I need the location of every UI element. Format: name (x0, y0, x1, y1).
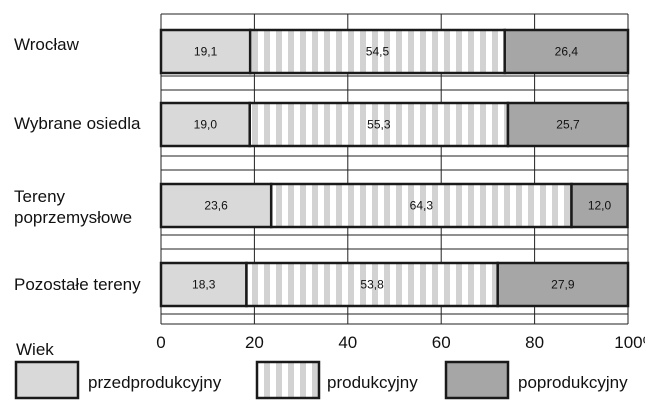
legend-entry: poprodukcyjny (518, 373, 628, 392)
bar-przedprodukcyjny (159, 28, 252, 75)
bar-produkcyjny (269, 182, 573, 229)
bar-produkcyjny (245, 261, 499, 308)
legend-swatch (444, 360, 510, 400)
bar-poprodukcyjny (570, 182, 629, 229)
category-label: Tereny (14, 187, 66, 206)
x-axis-ticks: 0 20 40 60 80 100% (156, 333, 645, 352)
x-tick-label: 20 (245, 333, 264, 352)
bar-przedprodukcyjny (159, 261, 248, 308)
legend-entry: przedprodukcyjny (88, 373, 222, 392)
category-label: Wybrane osiedla (14, 114, 141, 133)
data-label: 53,8 (360, 278, 384, 292)
bar-produkcyjny (248, 28, 506, 75)
data-label: 23,6 (204, 199, 228, 213)
data-label: 55,3 (367, 118, 391, 132)
category-label: poprzemysłowe (14, 208, 132, 227)
data-label: 19,0 (194, 118, 218, 132)
legend-title: Wiek (16, 340, 54, 359)
x-tick-label: 60 (432, 333, 451, 352)
data-label: 26,4 (555, 45, 579, 59)
legend-entry: produkcyjny (327, 373, 418, 392)
bar-poprodukcyjny (506, 101, 630, 148)
data-label: 27,9 (551, 278, 575, 292)
data-label: 12,0 (588, 199, 612, 213)
data-label: 25,7 (556, 118, 580, 132)
bar-produkcyjny (248, 101, 510, 148)
x-tick-label: 0 (156, 333, 165, 352)
bars: 19,1 54,5 26,4 19,0 55,3 25,7 23,6 64,3 12,0 18,3… (159, 28, 630, 308)
data-label: 19,1 (194, 45, 218, 59)
data-label: 54,5 (366, 45, 390, 59)
legend-swatch (255, 360, 321, 400)
legend-swatch (14, 360, 80, 400)
category-labels: Wrocław Wybrane osiedla Tereny poprzemysłow… (14, 35, 141, 294)
bar-przedprodukcyjny (159, 182, 273, 229)
bar-poprodukcyjny (496, 261, 630, 308)
category-label: Wrocław (14, 35, 80, 54)
category-label: Pozostałe tereny (14, 275, 141, 294)
data-label: 18,3 (192, 278, 216, 292)
data-label: 64,3 (410, 199, 434, 213)
x-tick-label: 80 (525, 333, 544, 352)
bar-poprodukcyjny (503, 28, 630, 75)
x-tick-label: 100% (614, 333, 645, 352)
legend: Wiek przedprodukcyjny produkcyjny poproduk… (14, 340, 628, 400)
x-tick-label: 40 (338, 333, 357, 352)
